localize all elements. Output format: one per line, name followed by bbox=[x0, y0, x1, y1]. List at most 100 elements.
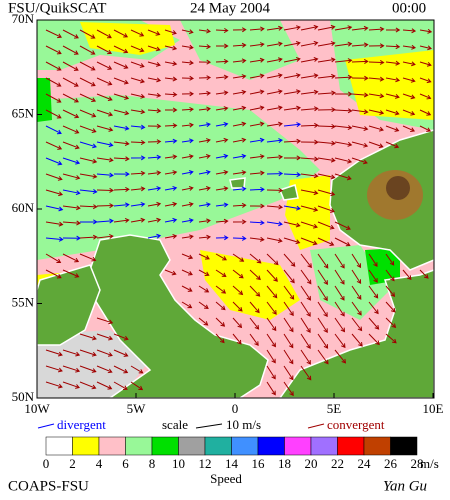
wind-arrow bbox=[334, 333, 346, 349]
wind-arrow bbox=[300, 301, 311, 317]
wind-arrow bbox=[266, 285, 278, 299]
wind-arrow bbox=[164, 92, 178, 97]
wind-arrow bbox=[368, 26, 385, 32]
wind-arrow bbox=[317, 221, 335, 230]
colorbar-tick: 4 bbox=[96, 456, 103, 471]
wind-arrow bbox=[300, 89, 319, 95]
wind-arrow bbox=[130, 217, 146, 223]
wind-arrow bbox=[79, 253, 97, 262]
wind-arrow bbox=[96, 77, 113, 86]
wind-arrow bbox=[402, 44, 417, 50]
wind-arrow bbox=[130, 109, 146, 115]
wind-arrow bbox=[164, 123, 178, 129]
wind-arrow bbox=[164, 170, 178, 176]
wind-arrow bbox=[249, 253, 262, 264]
wind-arrow bbox=[385, 333, 397, 344]
colorbar-cell bbox=[178, 436, 206, 456]
speed-region bbox=[37, 78, 52, 122]
wind-arrow bbox=[402, 77, 416, 83]
wind-arrow bbox=[79, 219, 98, 225]
wind-arrow bbox=[147, 123, 162, 129]
legend-scale-value: 10 m/s bbox=[226, 417, 261, 432]
wind-vectors bbox=[45, 24, 433, 397]
colorbar-cell bbox=[284, 436, 312, 456]
wind-arrow bbox=[249, 301, 260, 314]
wind-arrow bbox=[96, 233, 114, 239]
wind-arrow bbox=[62, 141, 80, 150]
colorbar-tick: 2 bbox=[69, 456, 76, 471]
wind-arrow bbox=[232, 186, 247, 192]
wind-arrow bbox=[232, 235, 247, 241]
wind-arrow bbox=[368, 93, 385, 99]
wind-arrow bbox=[198, 317, 209, 326]
wind-arrow bbox=[249, 220, 265, 226]
wind-arrow bbox=[215, 27, 229, 33]
wind-arrow bbox=[385, 27, 401, 33]
wind-arrow bbox=[266, 237, 283, 243]
wind-arrow bbox=[266, 317, 277, 332]
wind-arrow bbox=[232, 153, 247, 159]
wind-arrow bbox=[198, 138, 211, 143]
wind-arrow bbox=[283, 237, 301, 245]
colorbar-cell bbox=[310, 436, 338, 456]
legend-arrow bbox=[307, 423, 325, 429]
wind-arrow bbox=[300, 317, 311, 333]
wind-arrow bbox=[385, 60, 401, 66]
wind-arrow bbox=[181, 75, 195, 81]
wind-arrow bbox=[79, 109, 97, 118]
wind-arrow bbox=[283, 269, 295, 284]
colorbar-cell bbox=[98, 436, 126, 456]
wind-arrow bbox=[45, 236, 64, 242]
wind-arrow bbox=[147, 92, 162, 98]
colorbar-tick: 10 bbox=[172, 456, 185, 471]
wind-arrow bbox=[368, 76, 385, 82]
wind-arrow bbox=[317, 157, 336, 163]
wind-arrow bbox=[232, 317, 243, 329]
wind-arrow bbox=[334, 285, 345, 301]
wind-arrow bbox=[317, 189, 336, 197]
wind-arrow bbox=[62, 269, 80, 278]
wind-arrow bbox=[79, 93, 97, 102]
wind-arrow bbox=[62, 125, 80, 134]
wind-arrow bbox=[249, 121, 265, 127]
wind-arrow bbox=[130, 124, 146, 130]
wind-arrow bbox=[164, 217, 178, 223]
wind-arrow bbox=[45, 29, 63, 39]
wind-arrow bbox=[283, 301, 294, 317]
wind-arrow bbox=[300, 24, 319, 31]
wind-arrow bbox=[300, 173, 319, 179]
wind-arrow bbox=[215, 137, 229, 143]
wind-arrow bbox=[385, 109, 400, 116]
legend-convergent: convergent bbox=[327, 417, 385, 432]
wind-arrow bbox=[181, 91, 195, 97]
wind-arrow bbox=[181, 106, 194, 112]
wind-arrow bbox=[45, 45, 62, 55]
wind-arrow bbox=[334, 301, 345, 317]
wind-arrow bbox=[113, 77, 129, 85]
wind-arrow bbox=[232, 202, 247, 208]
wind-arrow bbox=[402, 93, 416, 100]
wind-arrow bbox=[96, 157, 114, 163]
wind-arrow bbox=[249, 154, 265, 160]
wind-arrow bbox=[96, 349, 113, 357]
wind-arrow bbox=[147, 77, 162, 83]
wind-arrow bbox=[334, 91, 353, 97]
wind-arrow bbox=[130, 186, 146, 192]
wind-arrow bbox=[249, 170, 265, 176]
wind-arrow bbox=[317, 107, 336, 113]
wind-arrow bbox=[215, 202, 229, 208]
wind-arrow bbox=[300, 106, 319, 112]
wind-arrow bbox=[334, 253, 345, 269]
wind-arrow bbox=[232, 121, 247, 127]
wind-arrow bbox=[283, 317, 294, 333]
colorbar-cell bbox=[125, 436, 153, 456]
wind-arrow bbox=[113, 29, 129, 38]
wind-arrow bbox=[215, 253, 227, 261]
wind-arrow bbox=[266, 121, 283, 127]
wind-arrow bbox=[419, 269, 429, 279]
colorbar-tick: 6 bbox=[122, 456, 129, 471]
wind-arrow bbox=[215, 285, 227, 294]
wind-arrow bbox=[79, 189, 98, 194]
wind-arrow bbox=[351, 157, 368, 165]
wind-arrow bbox=[351, 75, 369, 81]
